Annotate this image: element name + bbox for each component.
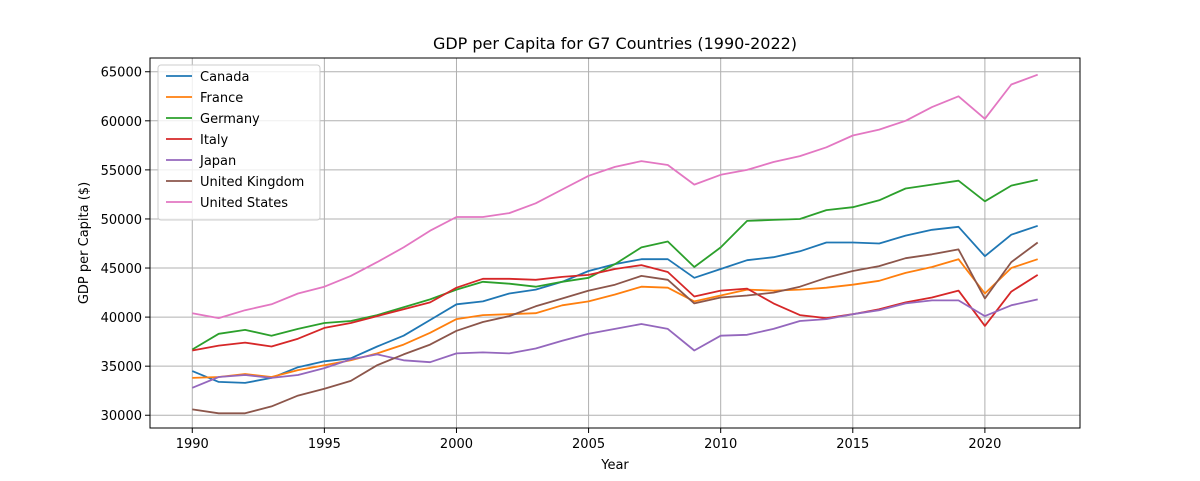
legend: Canada France Germany Italy Japan United King… [157, 64, 321, 221]
y-tick-label: 45000 [101, 262, 142, 277]
legend-box [157, 64, 321, 221]
x-tick-label: 2020 [968, 437, 1001, 452]
x-tick-label: 2015 [836, 437, 869, 452]
series-line-japan [191, 298, 1038, 389]
series-line-canada [191, 224, 1038, 384]
legend-label-canada: Canada [200, 70, 249, 85]
x-tick-label: 2000 [440, 437, 473, 452]
legend-label-italy: Italy [200, 133, 229, 148]
y-axis-ticks: 30000 35000 40000 45000 50000 55000 60000 65000 [101, 66, 150, 424]
x-tick-label: 1995 [308, 437, 341, 452]
series-line-germany [191, 178, 1038, 351]
x-axis-ticks: 1990 1995 2000 2005 2010 2015 2020 [176, 428, 1001, 452]
series-line-italy [192, 264, 1039, 352]
plot-frame [149, 57, 1081, 429]
series-line-united-states [192, 73, 1039, 320]
y-axis-label: GDP per Capita ($) [77, 182, 92, 304]
chart-title: GDP per Capita for G7 Countries (1990-20… [433, 34, 797, 53]
y-tick-label: 55000 [101, 164, 142, 179]
x-axis-label: Year [600, 458, 629, 473]
y-tick-label: 60000 [101, 115, 142, 130]
series-line-france [192, 258, 1038, 379]
y-tick-label: 35000 [101, 360, 142, 375]
legend-label-united-states: United States [200, 196, 288, 211]
x-tick-label: 2010 [704, 437, 737, 452]
legend-label-france: France [200, 91, 243, 106]
series-lines [191, 73, 1039, 415]
x-tick-label: 2005 [572, 437, 605, 452]
legend-label-united-kingdom: United Kingdom [200, 175, 304, 190]
y-tick-label: 40000 [101, 311, 142, 326]
y-tick-label: 50000 [101, 213, 142, 228]
legend-label-germany: Germany [200, 112, 260, 127]
legend-label-japan: Japan [199, 154, 236, 169]
x-tick-label: 1990 [176, 437, 209, 452]
series-line-united-kingdom [192, 241, 1039, 415]
y-tick-label: 65000 [101, 66, 142, 81]
y-tick-label: 30000 [101, 409, 142, 424]
